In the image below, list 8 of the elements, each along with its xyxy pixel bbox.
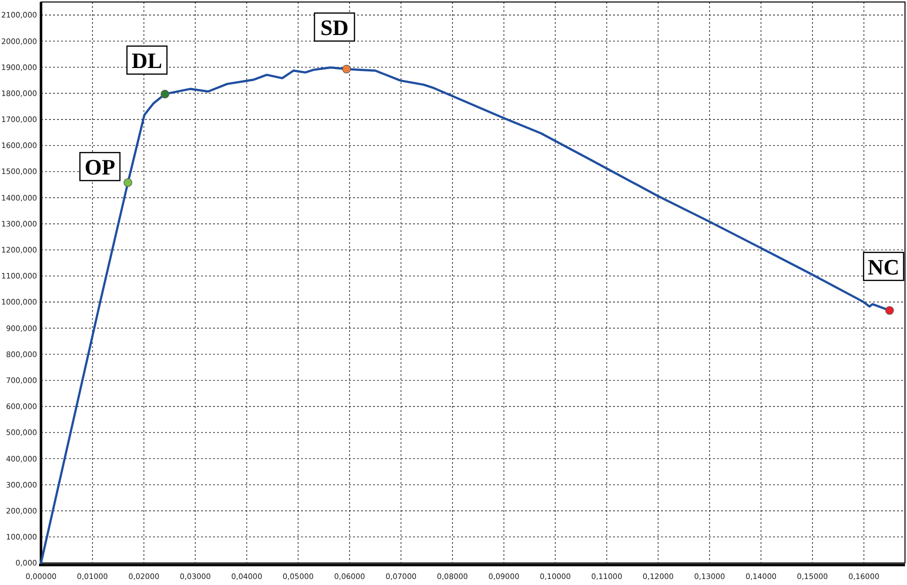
- annotation: OP: [84, 154, 116, 180]
- point: [885, 306, 894, 315]
- point: [342, 64, 351, 74]
- annotation: NC: [868, 254, 900, 280]
- point: [124, 178, 132, 187]
- annotation: DL: [132, 48, 162, 74]
- point: [160, 90, 170, 98]
- annotation: SD: [320, 15, 349, 40]
